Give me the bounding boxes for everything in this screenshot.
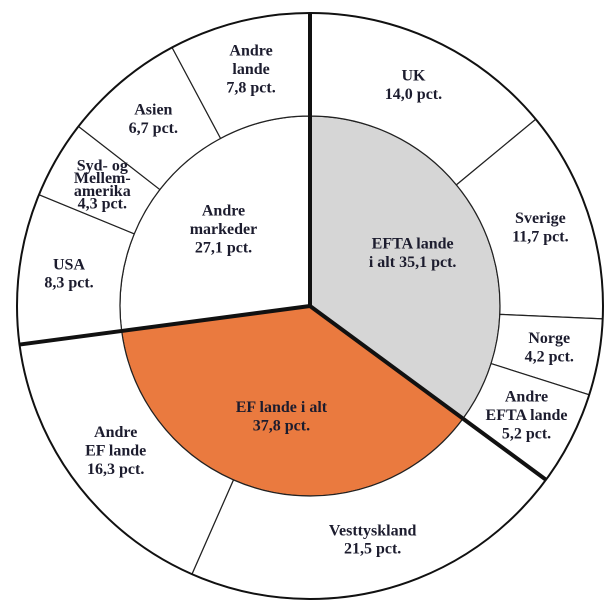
slice-label: EFTA lande [486, 407, 568, 424]
value-label: 37,8 pct. [253, 417, 310, 434]
slice-label: Andre [505, 389, 548, 406]
value-label: 27,1 pct. [195, 239, 252, 256]
slice-label: USA [53, 256, 85, 273]
outer-ring [16, 12, 604, 600]
slice-label: Vesttyskland [329, 522, 417, 539]
group-divider [308, 304, 548, 482]
slice-label: Asien [134, 102, 172, 119]
value-label: 14,0 pct. [385, 86, 442, 103]
slice-label: Syd- og [77, 157, 128, 174]
slice-label: lande [232, 61, 269, 78]
slice-label: amerika [74, 183, 131, 200]
value-label: 11,7 pct. [512, 229, 568, 246]
group-divider [19, 304, 311, 347]
slice-label: markeder [190, 221, 258, 238]
slice-label: UK [401, 68, 426, 85]
value-label: 21,5 pct. [344, 541, 401, 558]
value-label: 6,7 pct. [129, 120, 178, 137]
slice-label: Mellem- [74, 170, 131, 187]
slice-label: Andre [94, 424, 137, 441]
value-label: 8,3 pct. [44, 275, 93, 292]
slice-label: Norge [528, 330, 570, 347]
value-label: 5,2 pct. [502, 425, 551, 442]
slice-label: Sverige [515, 210, 566, 227]
value-label: 7,8 pct. [226, 79, 275, 96]
value-label: 16,3 pct. [87, 461, 144, 478]
slice-label: EFTA lande [372, 236, 454, 253]
value-label: i alt 35,1 pct. [369, 254, 457, 271]
slice-label: Andre [229, 43, 272, 60]
value-label: 4,3 pct. [78, 195, 127, 212]
value-label: 4,2 pct. [525, 348, 574, 365]
slice-label: Andre [202, 202, 245, 219]
slice-label: EF lande i alt [236, 399, 328, 416]
slice-label: EF lande [85, 443, 146, 460]
